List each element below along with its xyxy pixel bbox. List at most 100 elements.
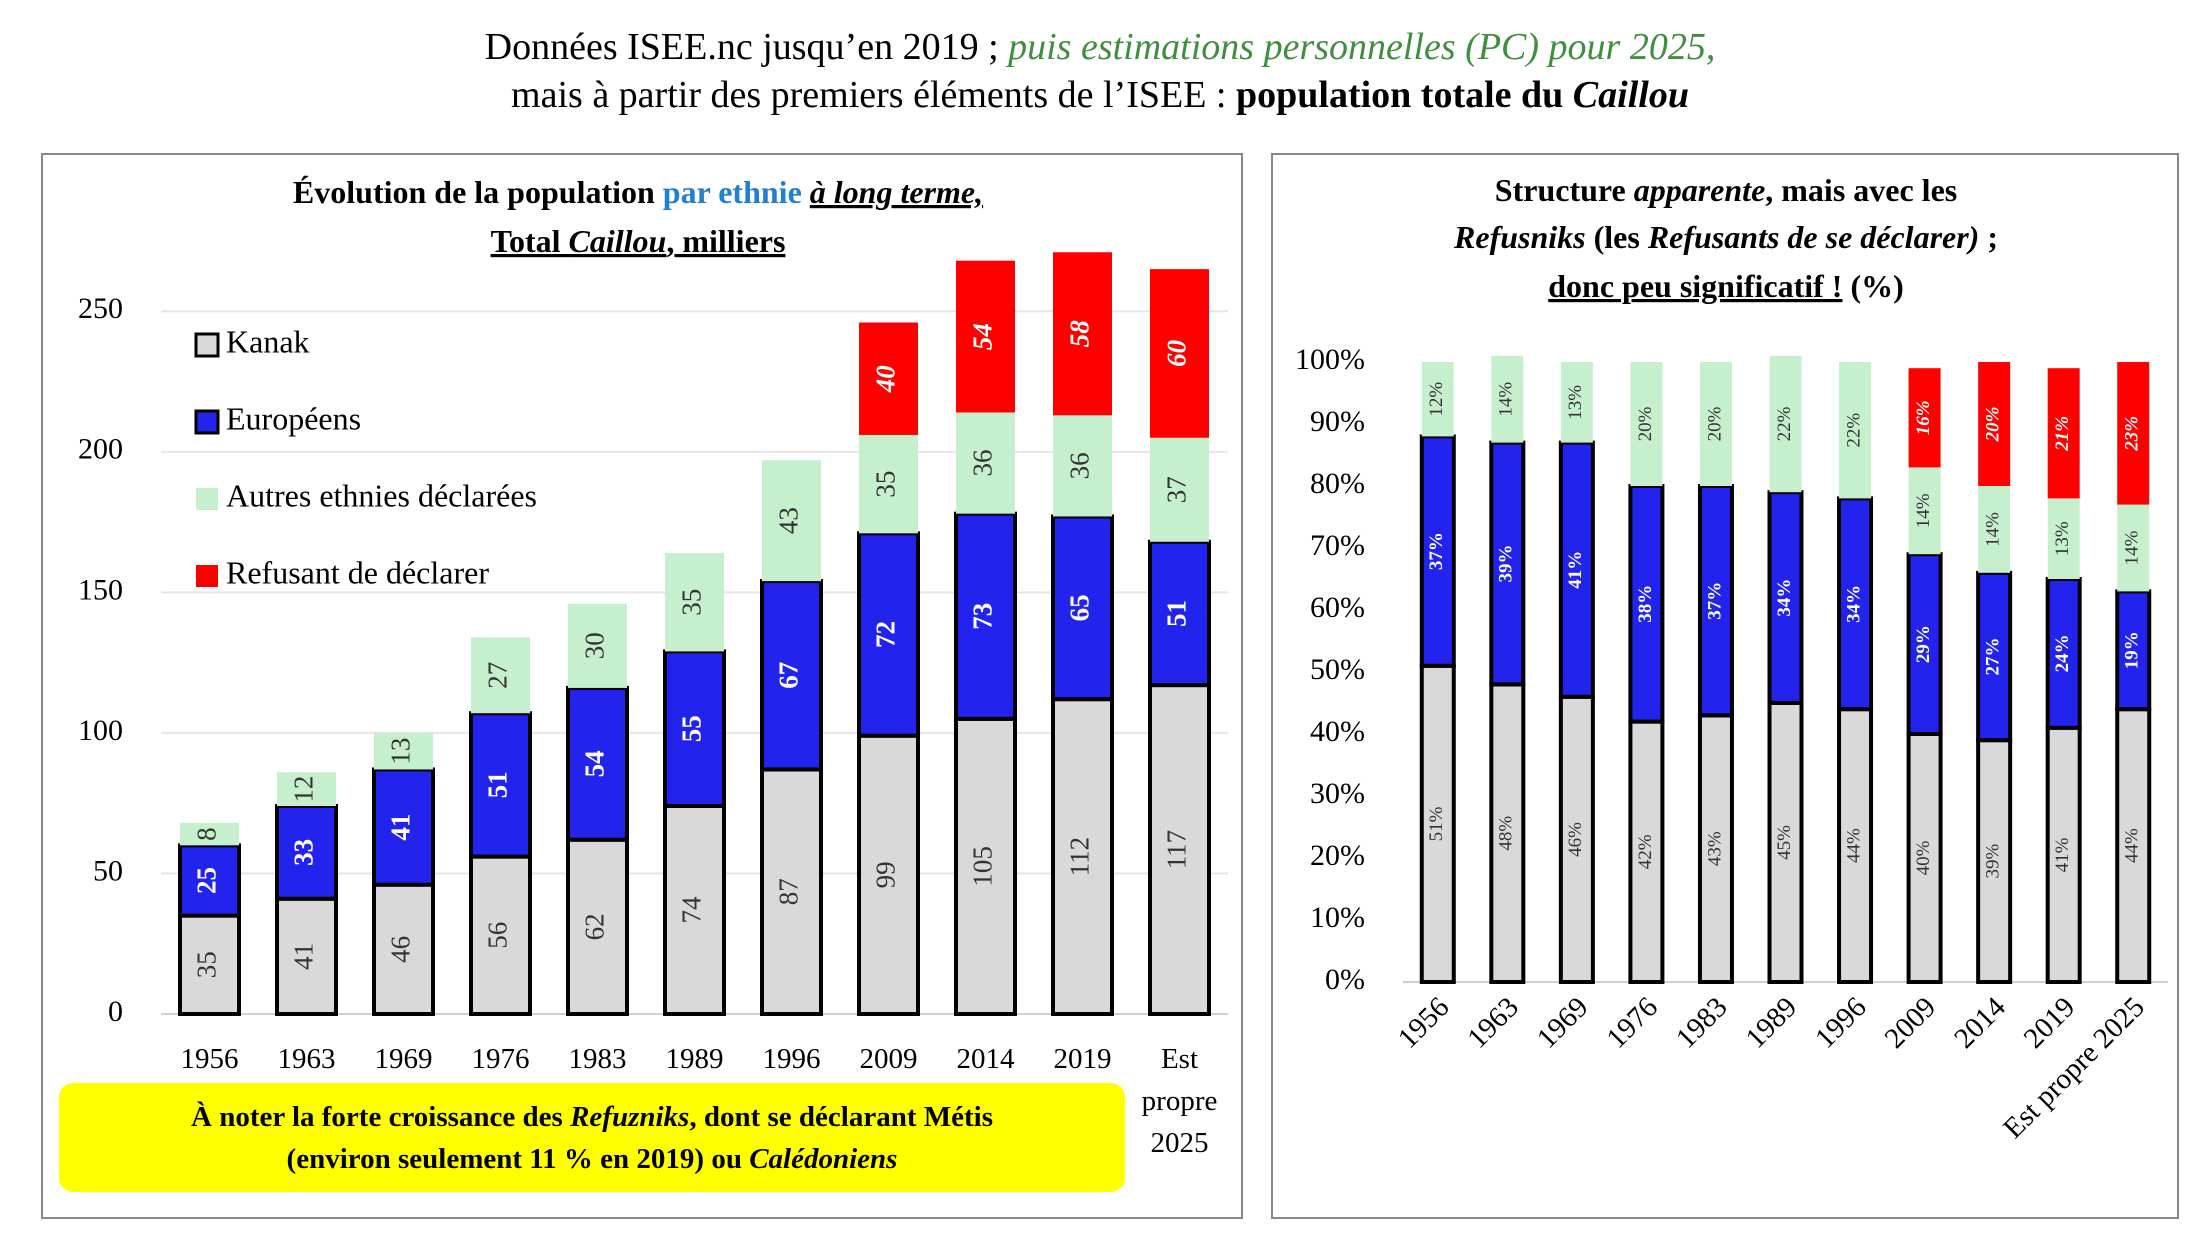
value-label: 35 [192, 951, 222, 978]
legend-swatch [194, 332, 220, 358]
value-label: 65 [1065, 594, 1095, 621]
value-label: 39% [1982, 844, 2003, 879]
value-label: 41% [1565, 551, 1586, 589]
bar-segment [566, 837, 629, 1016]
chart-title-part: (les [1586, 219, 1648, 255]
bar-segment [760, 579, 823, 772]
value-label: 36 [968, 450, 998, 477]
y-tick-label: 0 [108, 995, 123, 1028]
chart-title-part: ; [1979, 219, 1998, 255]
bar-segment [1697, 484, 1734, 718]
value-label: 46% [1565, 822, 1586, 857]
bar-segment [275, 896, 338, 1017]
bar-segment [2117, 504, 2150, 592]
bar-segment [665, 553, 724, 652]
value-label: 67 [774, 662, 804, 689]
value-label: 44% [2122, 828, 2143, 863]
y-tick-label: 100 [78, 714, 123, 747]
value-label: 117 [1162, 830, 1192, 870]
bar-segment [471, 637, 530, 714]
note-box: À noter la forte croissance des Refuznik… [59, 1083, 1125, 1192]
value-label: 41% [2052, 837, 2073, 872]
bar-segment [956, 412, 1015, 514]
bar-segment [663, 803, 726, 1017]
value-label: 20% [1704, 406, 1725, 441]
bar-segment [1491, 355, 1524, 443]
value-label: 37 [1162, 476, 1192, 503]
y-tick-label: 60% [1310, 591, 1365, 624]
bar-segment [1839, 362, 1872, 499]
y-tick-label: 20% [1310, 839, 1365, 872]
value-label: 14% [1982, 512, 2003, 547]
x-tick-label: 2009 [859, 1043, 918, 1075]
value-label: 87 [774, 878, 804, 905]
bar-segment [275, 803, 338, 901]
bar-segment [1908, 467, 1941, 555]
bar-segment [954, 511, 1017, 721]
value-label: 43 [774, 507, 804, 534]
y-tick-label: 50 [93, 854, 123, 887]
bar-segment [1150, 269, 1209, 438]
chart-title-part: Caillou [569, 223, 667, 259]
bar-segment [1978, 362, 2011, 486]
bar-segment [1051, 514, 1114, 702]
value-label: 30 [580, 632, 610, 659]
header-text: population totale du [1236, 74, 1573, 116]
value-label: 22% [1843, 413, 1864, 448]
bar-segment [1837, 707, 1874, 984]
chart-title-part: , mais avec les [1765, 172, 1957, 208]
x-tick-label: 1983 [568, 1043, 627, 1075]
left-panel [41, 153, 1243, 1219]
value-label: 37% [1426, 532, 1447, 570]
y-tick-label: 200 [78, 433, 123, 466]
y-tick-label: 0% [1325, 963, 1365, 996]
value-label: 12% [1426, 382, 1447, 417]
bar-segment [2117, 362, 2150, 505]
header-line: mais à partir des premiers éléments de l… [511, 74, 1689, 116]
value-label: 23% [2122, 416, 2143, 452]
bar-segment [374, 732, 433, 770]
y-tick-label: 250 [78, 292, 123, 325]
value-label: 42% [1635, 834, 1656, 869]
bar-segment [2047, 368, 2080, 499]
legend-swatch [196, 488, 218, 510]
value-label: 21% [2052, 416, 2073, 452]
value-label: 34% [1843, 585, 1864, 623]
value-label: 16% [1913, 400, 1934, 435]
value-label: 24% [2052, 634, 2073, 672]
bar-segment [2047, 498, 2080, 579]
bar-segment [1489, 440, 1526, 687]
y-tick-label: 50% [1310, 653, 1365, 686]
value-label: 44% [1843, 828, 1864, 863]
y-tick-label: 90% [1310, 405, 1365, 438]
value-label: 46 [386, 936, 416, 963]
value-label: 25 [192, 867, 222, 894]
value-label: 34% [1774, 579, 1795, 617]
bar-segment [372, 882, 435, 1016]
value-label: 54 [580, 750, 610, 777]
bar-segment [469, 711, 532, 859]
value-label: 35 [871, 471, 901, 498]
chart-title-part: donc peu significatif ! [1548, 268, 1842, 304]
value-label: 22% [1774, 406, 1795, 441]
bar-segment [954, 716, 1017, 1016]
header-text: puis estimations personnelles (PC) pour … [1005, 26, 1715, 68]
value-label: 40% [1913, 840, 1934, 875]
chart-title-part: Refusniks [1453, 219, 1586, 255]
value-label: 43% [1704, 831, 1725, 866]
value-label: 41 [289, 943, 319, 970]
x-tick-label: 1989 [665, 1043, 724, 1075]
note-line: (environ seulement 11 % en 2019) ou Calé… [287, 1138, 898, 1180]
value-label: 40 [871, 365, 901, 394]
bar-segment [1419, 663, 1456, 984]
chart-title-part: Évolution de la population [293, 174, 663, 210]
bar-segment [762, 460, 821, 582]
value-label: 29% [1913, 625, 1934, 663]
note-line: À noter la forte croissance des Refuznik… [191, 1096, 993, 1138]
chart-title-part: apparente [1634, 172, 1766, 208]
value-label: 39% [1496, 545, 1517, 583]
bar-segment [1421, 362, 1454, 437]
legend-swatch [194, 409, 220, 435]
